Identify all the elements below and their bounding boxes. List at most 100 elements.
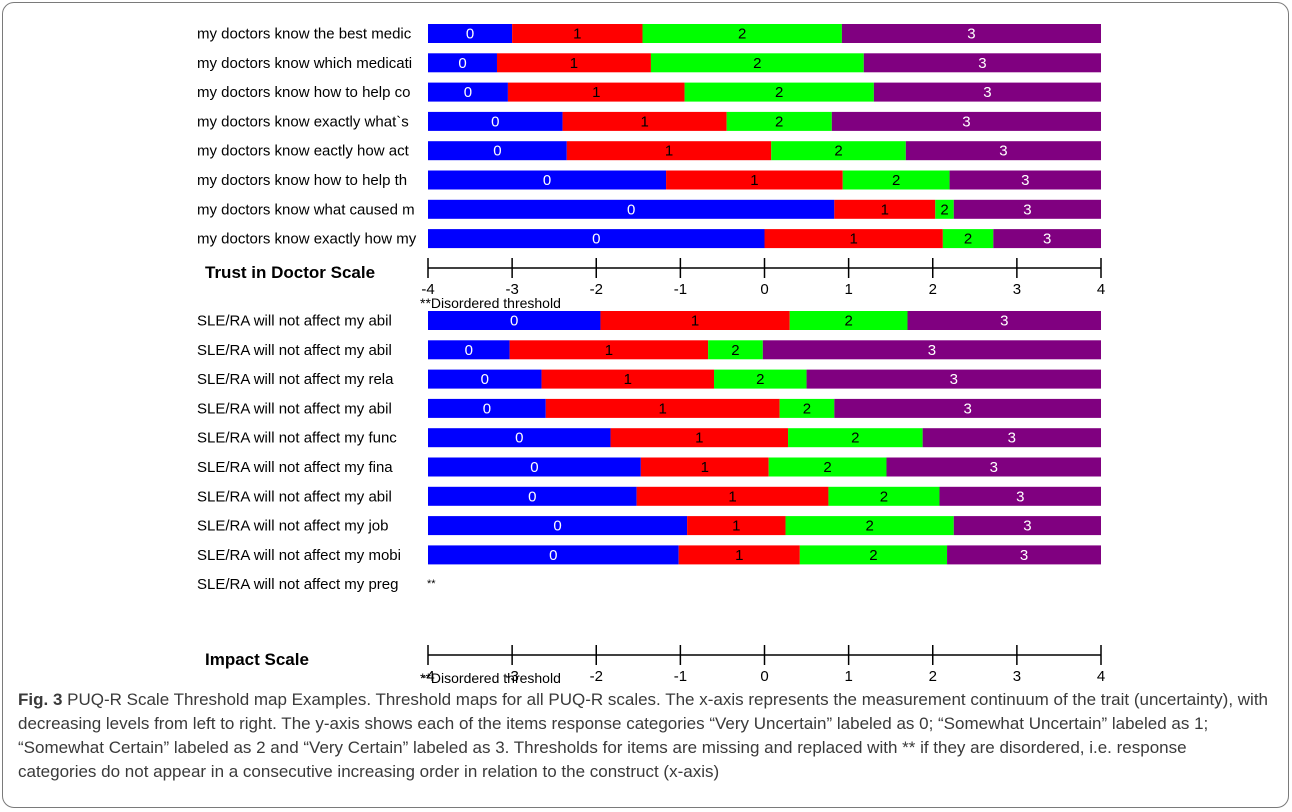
category-2-bar — [714, 369, 807, 389]
category-1-label: 1 — [728, 488, 736, 505]
category-3-bar — [831, 111, 1101, 131]
category-1-label: 1 — [735, 547, 743, 564]
category-2-label: 2 — [756, 371, 764, 388]
category-1-bar — [640, 457, 769, 477]
x-tick-label: 2 — [929, 668, 937, 685]
category-1-bar — [509, 340, 709, 360]
category-3-label: 3 — [928, 342, 936, 359]
category-2-bar — [828, 486, 940, 506]
item-label: my doctors know what caused m — [197, 201, 415, 218]
x-tick-label: 4 — [1097, 668, 1105, 685]
category-2-bar — [788, 428, 923, 448]
category-2-label: 2 — [823, 459, 831, 476]
category-0-bar — [428, 545, 679, 565]
category-3-label: 3 — [1008, 430, 1016, 447]
category-3-label: 3 — [962, 113, 970, 130]
item-label: my doctors know how to help co — [197, 84, 410, 101]
x-tick-label: 4 — [1097, 281, 1105, 298]
disordered-threshold-note: **Disordered threshold — [420, 670, 561, 686]
x-tick-label: 2 — [929, 281, 937, 298]
category-3-label: 3 — [963, 400, 971, 417]
category-1-label: 1 — [605, 342, 613, 359]
item-label: SLE/RA will not affect my abil — [197, 488, 392, 505]
item-label: SLE/RA will not affect my preg — [197, 576, 398, 593]
category-0-label: 0 — [553, 518, 561, 535]
item-label: my doctors know exactly what`s — [197, 113, 409, 130]
category-2-bar — [650, 53, 864, 73]
category-1-label: 1 — [640, 113, 648, 130]
category-3-bar — [873, 82, 1101, 102]
category-0-bar — [428, 53, 497, 73]
category-3-bar — [949, 170, 1101, 190]
category-0-bar — [428, 199, 835, 219]
category-1-bar — [764, 229, 943, 249]
category-0-label: 0 — [543, 172, 551, 189]
category-2-bar — [708, 340, 763, 360]
category-3-label: 3 — [1023, 201, 1031, 218]
category-3-label: 3 — [1016, 488, 1024, 505]
x-tick-label: -3 — [505, 668, 518, 685]
category-2-bar — [684, 82, 874, 102]
category-0-bar — [428, 82, 508, 102]
category-2-bar — [789, 311, 908, 330]
category-0-bar — [428, 170, 667, 190]
category-0-label: 0 — [627, 201, 635, 218]
category-1-bar — [610, 428, 789, 448]
category-0-bar — [428, 111, 563, 131]
x-tick-label: -4 — [421, 668, 434, 685]
category-1-label: 1 — [732, 518, 740, 535]
category-1-bar — [678, 545, 800, 565]
item-label: SLE/RA will not affect my mobi — [197, 547, 401, 564]
category-1-label: 1 — [701, 459, 709, 476]
scale-title: Trust in Doctor Scale — [205, 263, 375, 282]
category-1-bar — [566, 141, 772, 161]
category-1-bar — [600, 311, 790, 330]
x-tick-label: -4 — [421, 281, 434, 298]
category-2-label: 2 — [731, 342, 739, 359]
disordered-marker: ** — [427, 578, 436, 590]
category-0-label: 0 — [483, 400, 491, 417]
category-1-bar — [687, 516, 786, 536]
category-1-bar — [545, 398, 780, 418]
category-3-bar — [939, 486, 1101, 506]
item-label: SLE/RA will not affect my abil — [197, 342, 392, 359]
category-1-label: 1 — [881, 201, 889, 218]
category-3-bar — [907, 311, 1101, 330]
category-0-bar — [428, 428, 611, 448]
category-1-label: 1 — [592, 84, 600, 101]
category-0-label: 0 — [549, 547, 557, 564]
category-0-bar — [428, 340, 510, 360]
figure-caption-text: PUQ-R Scale Threshold map Examples. Thre… — [18, 690, 1269, 781]
category-0-bar — [428, 486, 637, 506]
category-1-label: 1 — [695, 430, 703, 447]
category-3-label: 3 — [990, 459, 998, 476]
category-2-bar — [842, 170, 950, 190]
x-tick-label: -3 — [505, 281, 518, 298]
category-0-bar — [428, 311, 601, 330]
category-2-bar — [785, 516, 954, 536]
category-0-bar — [428, 24, 513, 43]
category-1-bar — [496, 53, 651, 73]
x-tick-label: -2 — [590, 281, 603, 298]
category-0-label: 0 — [491, 113, 499, 130]
category-1-label: 1 — [570, 55, 578, 72]
category-0-label: 0 — [592, 231, 600, 248]
category-3-bar — [947, 545, 1101, 565]
category-2-label: 2 — [940, 201, 948, 218]
x-tick-label: 3 — [1013, 281, 1021, 298]
category-0-label: 0 — [530, 459, 538, 476]
category-2-bar — [642, 24, 842, 43]
category-3-label: 3 — [1021, 172, 1029, 189]
category-2-bar — [799, 545, 948, 565]
category-3-bar — [953, 516, 1101, 536]
category-2-label: 2 — [844, 313, 852, 330]
category-3-bar — [762, 340, 1101, 360]
category-0-bar — [428, 516, 688, 536]
figure-caption: Fig. 3 PUQ-R Scale Threshold map Example… — [18, 688, 1268, 784]
category-2-label: 2 — [880, 488, 888, 505]
category-2-bar — [768, 457, 887, 477]
category-3-bar — [953, 199, 1101, 219]
category-2-label: 2 — [803, 400, 811, 417]
disordered-threshold-note: **Disordered threshold — [420, 295, 561, 311]
item-label: my doctors know how to help th — [197, 172, 407, 189]
